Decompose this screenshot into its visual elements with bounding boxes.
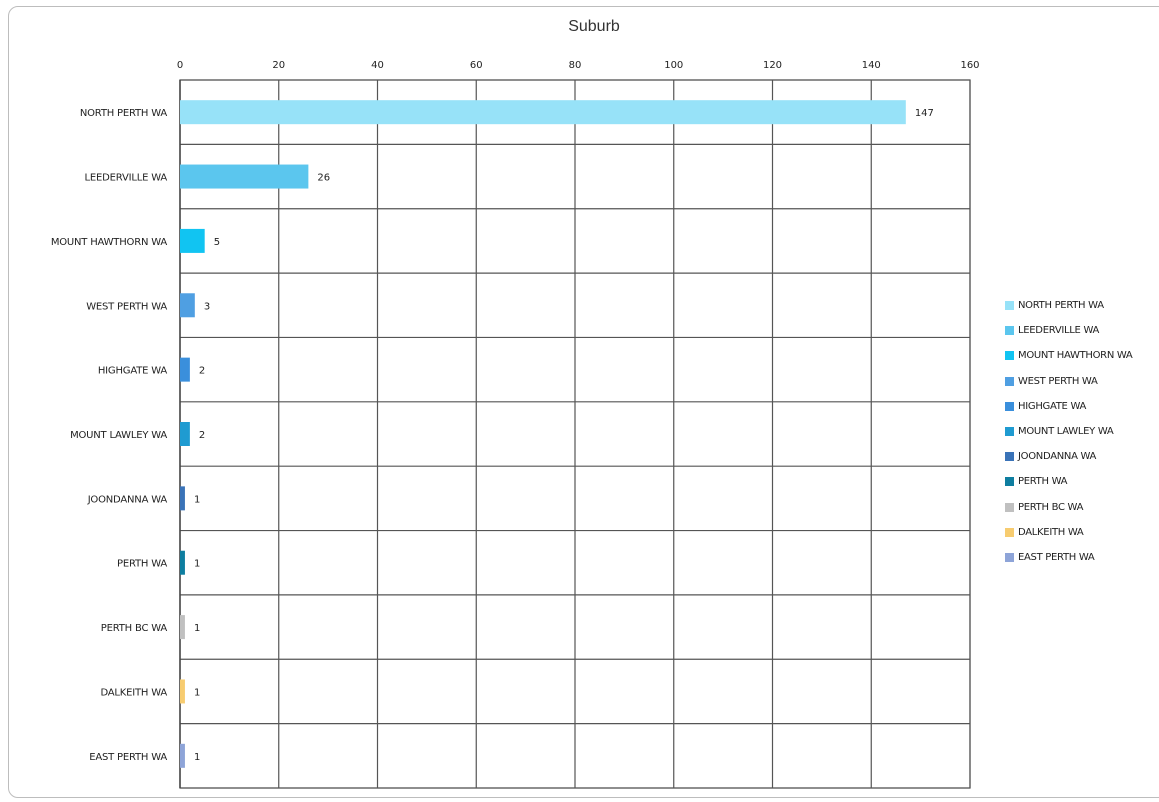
legend-swatch xyxy=(1005,301,1014,311)
bar xyxy=(180,357,190,382)
bar xyxy=(180,422,190,446)
legend-swatch xyxy=(1005,477,1014,487)
x-tick-label: 160 xyxy=(960,60,979,71)
bar xyxy=(180,550,185,575)
category-label: NORTH PERTH WA xyxy=(80,108,167,119)
legend-swatch xyxy=(1005,527,1014,537)
legend-label: MOUNT HAWTHORN WA xyxy=(1018,350,1133,362)
category-label: WEST PERTH WA xyxy=(86,301,167,312)
category-label: DALKEITH WA xyxy=(100,687,167,698)
data-label: 1 xyxy=(194,494,200,505)
x-tick-label: 40 xyxy=(371,60,384,71)
chart-title: Suburb xyxy=(568,18,620,35)
chart-frame xyxy=(8,6,1159,798)
legend-item: JOONDANNA WA xyxy=(1005,444,1132,469)
category-label: PERTH BC WA xyxy=(101,623,168,634)
legend-label: PERTH BC WA xyxy=(1018,501,1084,513)
data-label: 1 xyxy=(194,559,200,570)
x-tick-label: 100 xyxy=(664,60,683,71)
x-tick-label: 0 xyxy=(177,60,183,71)
legend-swatch xyxy=(1005,502,1014,512)
x-tick-label: 120 xyxy=(763,60,782,71)
x-tick-label: 20 xyxy=(272,60,285,71)
legend-label: WEST PERTH WA xyxy=(1018,375,1098,387)
legend-item: DALKEITH WA xyxy=(1005,520,1132,545)
legend-swatch xyxy=(1005,326,1014,336)
data-label: 26 xyxy=(317,173,330,184)
category-label: LEEDERVILLE WA xyxy=(85,173,168,184)
legend-label: DALKEITH WA xyxy=(1018,526,1084,538)
legend-label: PERTH WA xyxy=(1018,476,1068,488)
bar xyxy=(180,679,185,704)
legend-label: MOUNT LAWLEY WA xyxy=(1018,426,1114,438)
data-label: 1 xyxy=(194,752,200,763)
bar xyxy=(180,615,185,640)
data-label: 1 xyxy=(194,687,200,698)
category-label: MOUNT LAWLEY WA xyxy=(70,430,167,441)
bar xyxy=(180,164,309,189)
category-label: PERTH WA xyxy=(117,559,167,570)
legend-item: MOUNT HAWTHORN WA xyxy=(1005,343,1133,368)
chart-legend: NORTH PERTH WA LEEDERVILLE WA MOUNT HAWTHO… xyxy=(1005,293,1133,570)
legend-label: NORTH PERTH WA xyxy=(1018,300,1104,312)
legend-item: MOUNT LAWLEY WA xyxy=(1005,419,1132,444)
legend-swatch xyxy=(1005,376,1014,386)
x-tick-label: 80 xyxy=(569,60,582,71)
legend-item: HIGHGATE WA xyxy=(1005,394,1132,419)
legend-item: EAST PERTH WA xyxy=(1005,545,1132,570)
bar xyxy=(180,743,185,768)
legend-item: PERTH BC WA xyxy=(1005,495,1132,520)
data-label: 147 xyxy=(915,108,934,119)
bar xyxy=(180,486,185,511)
legend-swatch xyxy=(1005,401,1014,411)
bar xyxy=(180,228,205,253)
legend-label: HIGHGATE WA xyxy=(1018,400,1087,412)
x-tick-label: 140 xyxy=(862,60,881,71)
category-label: EAST PERTH WA xyxy=(89,752,167,763)
data-label: 1 xyxy=(194,623,200,634)
category-label: JOONDANNA WA xyxy=(87,494,168,505)
legend-label: EAST PERTH WA xyxy=(1018,551,1095,563)
legend-label: LEEDERVILLE WA xyxy=(1018,325,1100,337)
category-label: MOUNT HAWTHORN WA xyxy=(51,237,168,248)
legend-swatch xyxy=(1005,427,1014,437)
legend-item: LEEDERVILLE WA xyxy=(1005,318,1132,343)
legend-item: WEST PERTH WA xyxy=(1005,369,1132,394)
legend-item: PERTH WA xyxy=(1005,469,1132,494)
data-label: 3 xyxy=(204,301,210,312)
category-label: HIGHGATE WA xyxy=(98,366,167,377)
data-label: 5 xyxy=(214,237,220,248)
bar xyxy=(180,293,195,318)
legend-label: JOONDANNA WA xyxy=(1018,451,1097,463)
x-tick-label: 60 xyxy=(470,60,483,71)
data-label: 2 xyxy=(199,366,205,377)
bar xyxy=(180,100,906,125)
data-label: 2 xyxy=(199,430,205,441)
legend-item: NORTH PERTH WA xyxy=(1005,293,1132,318)
legend-swatch xyxy=(1005,552,1014,562)
legend-swatch xyxy=(1005,351,1014,361)
legend-swatch xyxy=(1005,452,1014,462)
